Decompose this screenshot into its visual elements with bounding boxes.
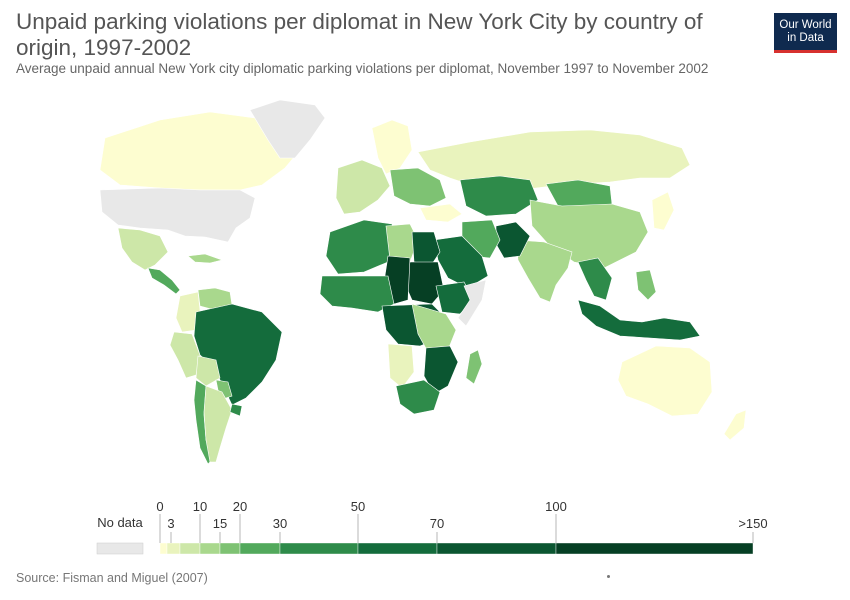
region-uruguay[interactable] (229, 403, 243, 417)
region-bolivia[interactable] (195, 355, 221, 387)
legend-label-bottom-3: 70 (430, 516, 444, 531)
legend-bin-5[interactable] (239, 542, 281, 555)
owid-logo[interactable]: Our World in Data (774, 13, 837, 53)
region-madagascar[interactable] (465, 349, 483, 385)
legend-label-top-2: 20 (233, 499, 247, 514)
legend-label-top-1: 10 (193, 499, 207, 514)
region-brazil[interactable] (193, 303, 283, 406)
region-new-zealand[interactable] (723, 409, 747, 441)
legend-bin-6[interactable] (279, 542, 359, 555)
region-argentina[interactable] (203, 385, 233, 463)
region-eastern-europe[interactable] (389, 167, 447, 207)
region-mozambique[interactable] (423, 345, 459, 395)
region-japan[interactable] (651, 191, 675, 231)
region-mexico[interactable] (117, 227, 169, 271)
map-regions (99, 99, 747, 465)
legend-bin-3[interactable] (199, 542, 221, 555)
legend-label-bottom-0: 3 (167, 516, 174, 531)
region-russia[interactable] (417, 129, 691, 191)
region-western-europe[interactable] (335, 159, 391, 215)
chart-title: Unpaid parking violations per diplomat i… (16, 9, 703, 60)
region-peru[interactable] (169, 331, 201, 379)
region-central-america[interactable] (147, 267, 181, 295)
legend-bins (159, 542, 754, 555)
world-map (99, 99, 747, 465)
region-greenland[interactable] (249, 99, 326, 159)
region-sudan[interactable] (403, 261, 445, 305)
legend-label-bottom-4: >150 (738, 516, 767, 531)
logo-line-1: Our World (779, 18, 832, 31)
region-australia[interactable] (617, 345, 713, 417)
chart-subtitle: Average unpaid annual New York city dipl… (16, 61, 709, 76)
legend-labels: 0 10 20 50 100 3 15 30 70 >150 (156, 499, 768, 543)
source-link[interactable]: Fisman and Miguel (2007) (62, 571, 208, 585)
legend-no-data-swatch[interactable] (96, 542, 144, 555)
legend-label-top-3: 50 (351, 499, 365, 514)
region-canada[interactable] (99, 111, 301, 191)
legend-bin-1[interactable] (166, 542, 181, 555)
region-turkey[interactable] (419, 203, 463, 223)
legend-bin-0[interactable] (159, 542, 168, 555)
region-west-africa[interactable] (319, 275, 395, 313)
region-somalia[interactable] (457, 279, 487, 327)
region-southeast-asia[interactable] (577, 257, 613, 301)
region-indonesia[interactable] (577, 299, 701, 341)
legend-no-data-label: No data (97, 515, 143, 530)
footer-dot (607, 575, 610, 578)
region-south-africa[interactable] (395, 379, 441, 415)
legend-label-bottom-1: 15 (213, 516, 227, 531)
legend-bin-7[interactable] (357, 542, 438, 555)
color-legend: No data 0 10 20 50 100 3 15 30 70 >150 (96, 499, 768, 555)
legend-bin-4[interactable] (219, 542, 241, 555)
legend-bin-2[interactable] (179, 542, 201, 555)
region-india[interactable] (515, 239, 573, 303)
legend-label-top-0: 0 (156, 499, 163, 514)
region-scandinavia[interactable] (371, 119, 413, 175)
region-northwest-africa[interactable] (325, 219, 397, 275)
region-kazakhstan[interactable] (459, 175, 539, 217)
legend-label-bottom-2: 30 (273, 516, 287, 531)
legend-bin-8[interactable] (436, 542, 557, 555)
legend-label-top-4: 100 (545, 499, 567, 514)
region-united-states[interactable] (99, 187, 256, 243)
source-note: Source: Fisman and Miguel (2007) (16, 571, 208, 585)
logo-line-2: in Data (787, 31, 824, 44)
region-egypt[interactable] (411, 231, 441, 265)
region-philippines[interactable] (635, 269, 657, 301)
legend-bin-9[interactable] (555, 542, 754, 555)
region-angola[interactable] (387, 343, 415, 389)
source-label: Source: (16, 571, 60, 585)
region-cuba[interactable] (187, 253, 224, 264)
